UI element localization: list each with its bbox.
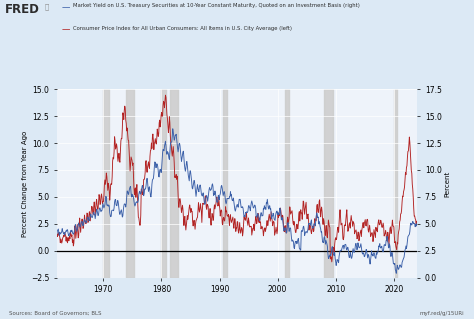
- Text: ⌕: ⌕: [45, 3, 49, 10]
- Text: Market Yield on U.S. Treasury Securities at 10-Year Constant Maturity, Quoted on: Market Yield on U.S. Treasury Securities…: [73, 3, 360, 8]
- Text: Sources: Board of Governors; BLS: Sources: Board of Governors; BLS: [9, 311, 102, 316]
- Bar: [223, 89, 227, 278]
- Bar: [394, 89, 397, 278]
- Text: FRED: FRED: [5, 3, 40, 16]
- Y-axis label: Percent: Percent: [445, 170, 450, 197]
- Bar: [126, 89, 134, 278]
- Bar: [162, 89, 165, 278]
- Bar: [103, 89, 109, 278]
- Bar: [285, 89, 289, 278]
- Text: —: —: [62, 3, 70, 12]
- Text: myf.red/g/15URi: myf.red/g/15URi: [420, 311, 465, 316]
- Text: —: —: [62, 26, 70, 34]
- Bar: [170, 89, 178, 278]
- Bar: [324, 89, 333, 278]
- Y-axis label: Percent Change from Year Ago: Percent Change from Year Ago: [22, 130, 28, 237]
- Text: Consumer Price Index for All Urban Consumers: All Items in U.S. City Average (le: Consumer Price Index for All Urban Consu…: [73, 26, 292, 31]
